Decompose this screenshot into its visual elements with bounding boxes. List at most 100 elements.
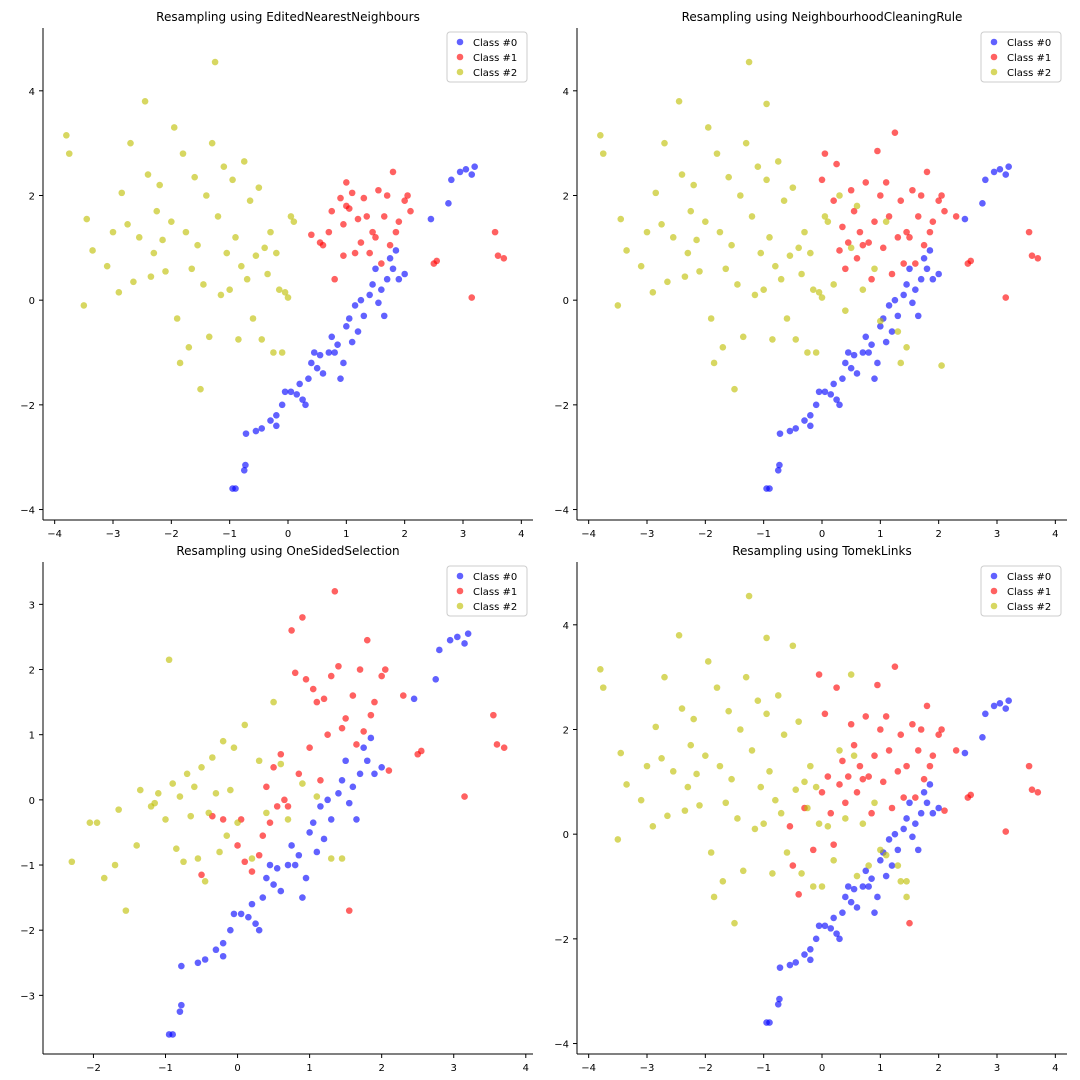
data-point: [313, 848, 321, 856]
data-point: [815, 388, 823, 396]
x-tick-label: −4: [581, 529, 596, 540]
data-point: [353, 741, 360, 748]
data-point: [754, 163, 762, 171]
data-point: [410, 695, 418, 703]
data-point: [815, 671, 823, 678]
data-point: [349, 692, 357, 699]
data-point: [938, 726, 945, 733]
data-point: [310, 349, 318, 356]
data-point: [827, 809, 835, 817]
data-point: [914, 846, 922, 854]
x-tick-label: −1: [756, 529, 771, 540]
data-point: [124, 220, 131, 228]
data-point: [920, 241, 928, 249]
data-point: [371, 770, 378, 778]
legend: Class #0 Class #1 Class #2: [980, 31, 1062, 83]
y-tick-label: 4: [563, 87, 569, 98]
data-point: [156, 181, 163, 189]
data-point: [284, 294, 292, 301]
data-point: [363, 636, 371, 644]
x-tick-label: 2: [378, 1063, 384, 1074]
data-point: [833, 930, 840, 937]
legend-marker: [456, 68, 464, 76]
series-2: [597, 592, 910, 927]
data-point: [818, 294, 826, 301]
data-point: [266, 819, 274, 826]
x-tick-label: −4: [581, 1063, 596, 1074]
data-point: [769, 870, 776, 877]
data-point: [713, 150, 721, 157]
data-point: [427, 215, 435, 223]
data-point: [363, 757, 371, 765]
x-tick-label: −3: [640, 529, 655, 540]
data-point: [324, 796, 331, 804]
data-point: [212, 946, 220, 954]
data-point: [242, 461, 249, 469]
data-point: [865, 883, 872, 890]
data-point: [194, 855, 202, 862]
chart-title: Resampling using TomekLinks: [732, 544, 912, 558]
data-point: [232, 234, 239, 241]
data-point: [906, 919, 913, 927]
data-point: [859, 286, 867, 294]
data-point: [807, 422, 814, 430]
data-point: [935, 270, 942, 278]
data-point: [809, 883, 817, 890]
data-point: [871, 375, 878, 382]
data-point: [1028, 786, 1036, 793]
data-point: [169, 1031, 177, 1038]
data-point: [176, 359, 184, 367]
data-point: [745, 592, 753, 600]
data-point: [380, 312, 388, 320]
legend-box: [980, 565, 1062, 617]
y-tick-label: 2: [29, 191, 35, 202]
data-point: [337, 375, 344, 382]
data-point: [879, 778, 887, 786]
data-point: [967, 791, 975, 799]
data-point: [313, 793, 321, 800]
data-point: [180, 858, 187, 866]
data-point: [786, 961, 794, 969]
data-point: [305, 375, 312, 382]
x-tick-label: −3: [640, 1063, 655, 1074]
legend-marker: [990, 587, 998, 595]
y-tick-label: 0: [563, 296, 569, 307]
chart-title: Resampling using NeighbourhoodCleaningRu…: [682, 10, 963, 24]
data-point: [383, 192, 391, 199]
data-point: [468, 171, 476, 178]
subplot-3: Resampling using OneSidedSelection −2 −1 0 1…: [20, 544, 533, 1074]
data-point: [614, 302, 622, 309]
data-point: [234, 819, 241, 826]
data-point: [909, 186, 916, 194]
data-point: [366, 249, 373, 257]
data-point: [763, 710, 770, 718]
data-point: [815, 922, 823, 930]
data-point: [812, 401, 820, 409]
data-point: [343, 323, 350, 330]
data-point: [903, 343, 910, 351]
data-point: [246, 197, 254, 205]
data-point: [194, 959, 202, 967]
data-point: [888, 328, 896, 335]
data-point: [731, 385, 738, 393]
data-point: [178, 962, 185, 970]
data-point: [281, 388, 289, 396]
data-point: [198, 763, 205, 771]
data-point: [982, 710, 989, 718]
data-point: [191, 173, 198, 181]
data-point: [757, 783, 765, 791]
series-2: [597, 58, 945, 393]
data-point: [874, 681, 881, 689]
data-point: [401, 270, 408, 278]
data-point: [151, 799, 158, 807]
data-point: [446, 636, 454, 644]
data-point: [324, 731, 331, 738]
data-point: [1002, 828, 1010, 835]
data-point: [704, 658, 712, 665]
data-point: [929, 809, 937, 817]
data-point: [891, 830, 899, 838]
data-point: [757, 249, 765, 257]
data-point: [862, 867, 870, 875]
data-point: [850, 741, 858, 749]
data-point: [853, 904, 861, 911]
